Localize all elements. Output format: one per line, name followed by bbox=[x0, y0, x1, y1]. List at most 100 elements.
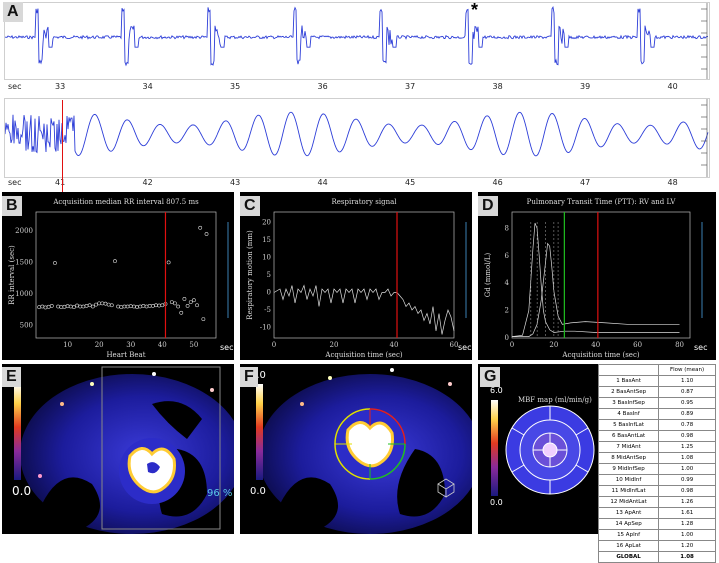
panel-label-e: E bbox=[2, 367, 21, 387]
rr-point bbox=[166, 260, 171, 265]
flow-table-row: 3 BasInfSep 0.95 bbox=[597, 397, 716, 409]
chart-title: Respiratory signal bbox=[331, 198, 397, 206]
flow-table-row: 11 MidInfLat 0.98 bbox=[597, 485, 716, 497]
panel-label-c: C bbox=[240, 196, 260, 216]
y-tick-label: -10 bbox=[260, 324, 271, 332]
segment-name: 10 MidInf bbox=[597, 474, 660, 486]
mbf-bullseye bbox=[491, 400, 595, 496]
percent-label: 96 % bbox=[207, 488, 233, 499]
ecg-tick-label: 44 bbox=[317, 178, 328, 187]
scale-min-e: 0.0 bbox=[12, 484, 32, 498]
y-axis-label: Gd (mmol/L) bbox=[484, 252, 492, 297]
rr-point bbox=[173, 301, 177, 306]
ecg-tick-label: 40 bbox=[667, 82, 678, 91]
chart-title: Acquisition median RR interval 807.5 ms bbox=[52, 198, 199, 206]
rr-point bbox=[195, 303, 199, 308]
segment-flow: 1.08 bbox=[658, 452, 716, 464]
perfusion-image-f bbox=[256, 368, 472, 534]
rr-point bbox=[71, 305, 76, 310]
respiratory-chart: Respiratory signal Acquisition time (sec)… bbox=[246, 198, 472, 359]
ecg-tick-label: 37 bbox=[405, 82, 416, 91]
ptt-series-line bbox=[511, 222, 680, 337]
segment-name: 16 ApLat bbox=[597, 540, 660, 552]
scale-max-f: 6.0 bbox=[250, 370, 266, 381]
x-unit-label: sec bbox=[458, 343, 472, 352]
flow-table-row: 12 MidAntLat 1.26 bbox=[597, 496, 716, 508]
segment-name: 6 BasAntLat bbox=[597, 430, 660, 442]
flow-table-row: 6 BasAntLat 0.98 bbox=[597, 430, 716, 442]
x-tick-label: 0 bbox=[510, 341, 514, 349]
x-tick-label: 20 bbox=[330, 341, 339, 349]
flow-table-row: 9 MidInfSep 1.00 bbox=[597, 463, 716, 475]
ecg-tick-label: 34 bbox=[142, 82, 153, 91]
panel-g-bullseye: 6.0 0.0 MBF map (ml/min/g) bbox=[478, 364, 598, 534]
x-tick-label: 50 bbox=[189, 341, 198, 349]
scale-min-g: 0.0 bbox=[490, 498, 503, 507]
segment-flow: 1.28 bbox=[658, 518, 716, 530]
panel-label-g: G bbox=[480, 367, 501, 387]
y-tick-label: 1500 bbox=[15, 258, 33, 266]
flow-table-row: 1 BasAnt 1.10 bbox=[597, 375, 716, 387]
rr-point bbox=[179, 310, 184, 315]
segment-name: 9 MidInfSep bbox=[597, 463, 660, 475]
ptt-chart: Pulmonary Transit Time (PTT): RV and LV A… bbox=[484, 198, 708, 359]
ecg-tick-label: 47 bbox=[580, 178, 591, 187]
x-tick-label: 60 bbox=[450, 341, 459, 349]
panel-label-f: F bbox=[240, 367, 258, 387]
ecg-tick-label: 42 bbox=[142, 178, 153, 187]
ecg-tick-label: 41 bbox=[55, 178, 66, 187]
rr-point bbox=[204, 232, 209, 236]
segment-name: 13 ApAnt bbox=[597, 507, 660, 519]
segment-flow: 1.25 bbox=[658, 441, 716, 453]
y-axis-label: RR interval (sec) bbox=[8, 245, 16, 305]
ecg-tick-label: 39 bbox=[580, 82, 591, 91]
sec-label-bottom: sec bbox=[8, 178, 22, 187]
x-tick-label: 0 bbox=[272, 341, 276, 349]
segment-name: 8 MidAntSep bbox=[597, 452, 660, 464]
segment-flow: 1.20 bbox=[658, 540, 716, 552]
segment-flow: 1.26 bbox=[658, 496, 716, 508]
y-tick-label: 2000 bbox=[15, 227, 33, 235]
x-unit-label: sec bbox=[220, 343, 234, 352]
ecg-trace-bottom bbox=[4, 99, 709, 177]
ecg-tick-label: 38 bbox=[492, 82, 503, 91]
rr-point bbox=[182, 297, 187, 301]
sec-label-top: sec bbox=[8, 82, 22, 91]
segment-flow: 0.99 bbox=[658, 474, 716, 486]
x-axis-label: Heart Beat bbox=[106, 351, 145, 359]
flow-table-row: 13 ApAnt 1.61 bbox=[597, 507, 716, 519]
flow-table-container: Flow (mean) 1 BasAnt 1.10 2 BasAntSep 0.87 3… bbox=[597, 364, 716, 563]
rr-point bbox=[94, 302, 98, 307]
segment-name: 7 MidAnt bbox=[597, 441, 660, 453]
rr-interval-chart: Acquisition median RR interval 807.5 ms H… bbox=[8, 198, 234, 359]
y-tick-label: 6 bbox=[505, 252, 510, 260]
y-tick-label: 2 bbox=[505, 307, 509, 315]
flow-table-row: GLOBAL 1.08 bbox=[597, 551, 716, 563]
rr-point bbox=[90, 304, 95, 309]
x-tick-label: 40 bbox=[390, 341, 399, 349]
rr-point bbox=[201, 317, 206, 322]
panel-label-a: A bbox=[3, 2, 23, 22]
ecg-tick-label: 43 bbox=[230, 178, 241, 187]
x-tick-label: 10 bbox=[63, 341, 72, 349]
panel-label-d: D bbox=[478, 196, 498, 216]
flow-table-empty-header bbox=[597, 364, 660, 376]
x-axis-label: Acquisition time (sec) bbox=[324, 351, 402, 359]
ecg-tick-label: 46 bbox=[492, 178, 503, 187]
x-tick-label: 20 bbox=[549, 341, 558, 349]
segment-flow: 1.00 bbox=[658, 529, 716, 541]
flow-table-row: 10 MidInf 0.99 bbox=[597, 474, 716, 486]
y-tick-label: 10 bbox=[262, 254, 271, 262]
x-tick-label: 30 bbox=[126, 341, 135, 349]
flow-table-header: Flow (mean) bbox=[658, 364, 716, 376]
panel-d-chart: Pulmonary Transit Time (PTT): RV and LV A… bbox=[478, 192, 716, 360]
ecg-tick-label: 33 bbox=[55, 82, 66, 91]
segment-flow: 0.78 bbox=[658, 419, 716, 431]
segment-flow: 1.08 bbox=[658, 551, 716, 563]
asterisk-marker: * bbox=[471, 0, 479, 20]
segment-name: 15 ApInf bbox=[597, 529, 660, 541]
y-tick-label: 0 bbox=[267, 289, 271, 297]
segment-name: 1 BasAnt bbox=[597, 375, 660, 387]
ecg-strip-bottom bbox=[4, 98, 710, 178]
flow-table-row: 8 MidAntSep 1.08 bbox=[597, 452, 716, 464]
